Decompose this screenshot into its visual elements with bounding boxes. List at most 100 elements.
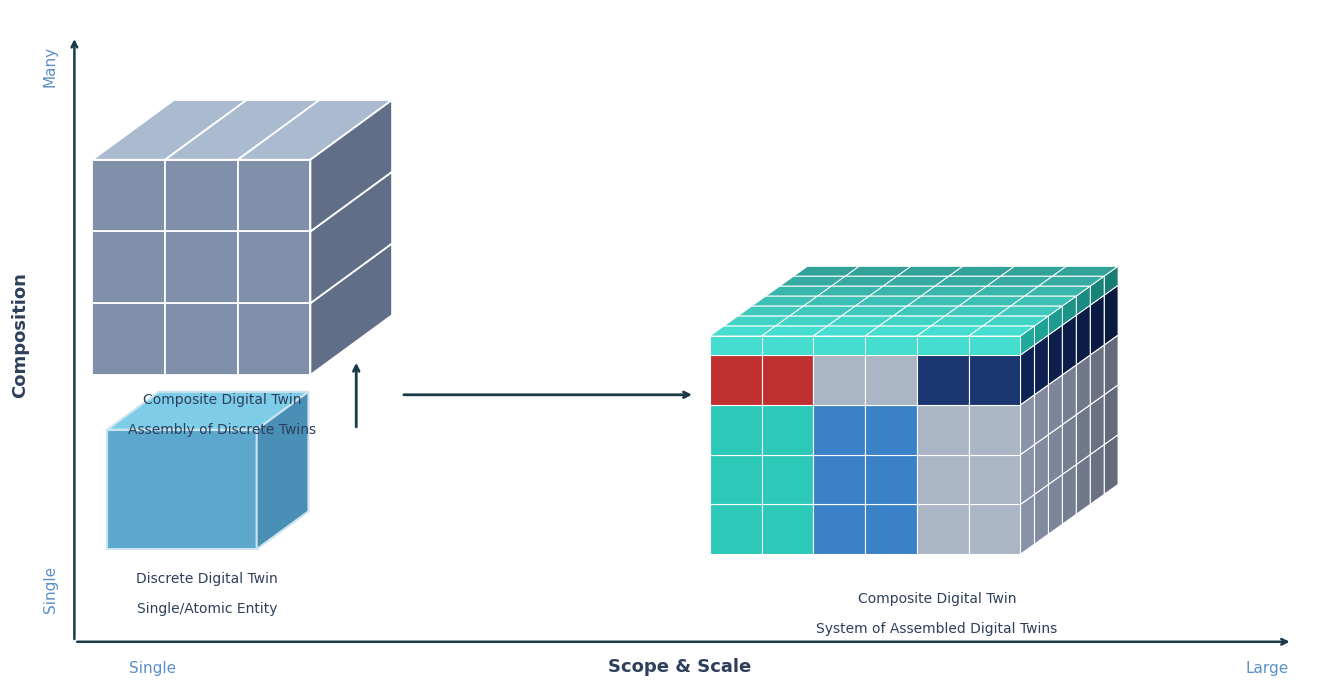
Polygon shape: [907, 425, 958, 475]
Polygon shape: [997, 325, 1063, 335]
Polygon shape: [752, 315, 817, 325]
Text: Many: Many: [44, 46, 58, 87]
Polygon shape: [917, 455, 969, 504]
Polygon shape: [921, 365, 973, 414]
Polygon shape: [894, 306, 958, 316]
Polygon shape: [804, 296, 869, 306]
Polygon shape: [828, 495, 879, 544]
Polygon shape: [986, 305, 1039, 355]
Polygon shape: [710, 405, 761, 455]
Polygon shape: [165, 303, 238, 375]
Polygon shape: [817, 365, 869, 414]
Polygon shape: [845, 276, 898, 295]
Polygon shape: [1063, 296, 1076, 325]
Polygon shape: [765, 305, 832, 315]
Polygon shape: [845, 345, 898, 395]
Polygon shape: [710, 345, 776, 355]
Polygon shape: [898, 295, 949, 345]
Polygon shape: [845, 266, 911, 276]
Polygon shape: [93, 303, 165, 375]
Polygon shape: [973, 296, 1025, 315]
Polygon shape: [931, 445, 982, 495]
Text: Composition: Composition: [12, 272, 29, 398]
Polygon shape: [776, 335, 841, 345]
Polygon shape: [1025, 296, 1076, 315]
Polygon shape: [982, 335, 1048, 345]
Polygon shape: [935, 305, 986, 355]
Polygon shape: [238, 160, 311, 232]
Polygon shape: [789, 484, 841, 534]
Polygon shape: [1063, 464, 1076, 524]
Polygon shape: [107, 392, 308, 429]
Polygon shape: [813, 504, 865, 554]
Polygon shape: [907, 306, 958, 325]
Polygon shape: [935, 286, 986, 305]
Polygon shape: [765, 315, 817, 365]
Polygon shape: [917, 336, 969, 355]
Polygon shape: [765, 286, 832, 296]
Polygon shape: [958, 475, 1010, 524]
Polygon shape: [1048, 306, 1063, 335]
Polygon shape: [982, 316, 1048, 326]
Polygon shape: [780, 455, 832, 504]
Polygon shape: [1039, 286, 1091, 305]
Polygon shape: [986, 455, 1039, 504]
Polygon shape: [1091, 345, 1104, 405]
Polygon shape: [841, 484, 894, 534]
Polygon shape: [1104, 385, 1118, 445]
Polygon shape: [1048, 375, 1063, 434]
Polygon shape: [789, 385, 841, 434]
Polygon shape: [780, 355, 832, 405]
Polygon shape: [723, 345, 776, 395]
Polygon shape: [969, 336, 1021, 355]
Polygon shape: [1039, 455, 1091, 504]
Polygon shape: [883, 276, 949, 286]
Polygon shape: [921, 315, 973, 365]
Polygon shape: [311, 243, 393, 375]
Text: Single: Single: [128, 660, 176, 675]
Polygon shape: [804, 425, 855, 475]
Text: Assembly of Discrete Twins: Assembly of Discrete Twins: [128, 423, 316, 436]
Polygon shape: [752, 306, 804, 325]
Polygon shape: [879, 445, 931, 495]
Polygon shape: [1001, 395, 1052, 445]
Polygon shape: [969, 455, 1021, 504]
Polygon shape: [832, 405, 883, 455]
Polygon shape: [865, 326, 931, 336]
Polygon shape: [1039, 405, 1091, 455]
Polygon shape: [931, 335, 997, 345]
Polygon shape: [723, 326, 776, 345]
Polygon shape: [1052, 445, 1104, 495]
Polygon shape: [1010, 375, 1063, 425]
Polygon shape: [793, 445, 845, 495]
Polygon shape: [1039, 355, 1091, 405]
Polygon shape: [931, 495, 982, 544]
Text: Composite Digital Twin: Composite Digital Twin: [143, 393, 301, 407]
Polygon shape: [761, 455, 813, 504]
Polygon shape: [841, 306, 907, 316]
Polygon shape: [841, 434, 894, 484]
Polygon shape: [738, 335, 789, 385]
Polygon shape: [969, 405, 1021, 455]
Polygon shape: [817, 464, 869, 514]
Polygon shape: [894, 335, 945, 385]
Polygon shape: [789, 316, 841, 335]
Polygon shape: [949, 345, 1001, 395]
Polygon shape: [738, 484, 789, 534]
Polygon shape: [804, 315, 869, 325]
Polygon shape: [765, 365, 817, 414]
Polygon shape: [958, 425, 1010, 475]
Polygon shape: [949, 445, 1001, 495]
Polygon shape: [855, 296, 921, 306]
Polygon shape: [1010, 315, 1076, 325]
Polygon shape: [945, 335, 997, 385]
Polygon shape: [311, 100, 393, 232]
Polygon shape: [982, 326, 1035, 345]
Polygon shape: [865, 405, 917, 455]
Polygon shape: [917, 355, 969, 405]
Polygon shape: [817, 305, 883, 315]
Polygon shape: [855, 425, 907, 475]
Polygon shape: [723, 316, 789, 326]
Polygon shape: [1063, 414, 1076, 475]
Polygon shape: [935, 455, 986, 504]
